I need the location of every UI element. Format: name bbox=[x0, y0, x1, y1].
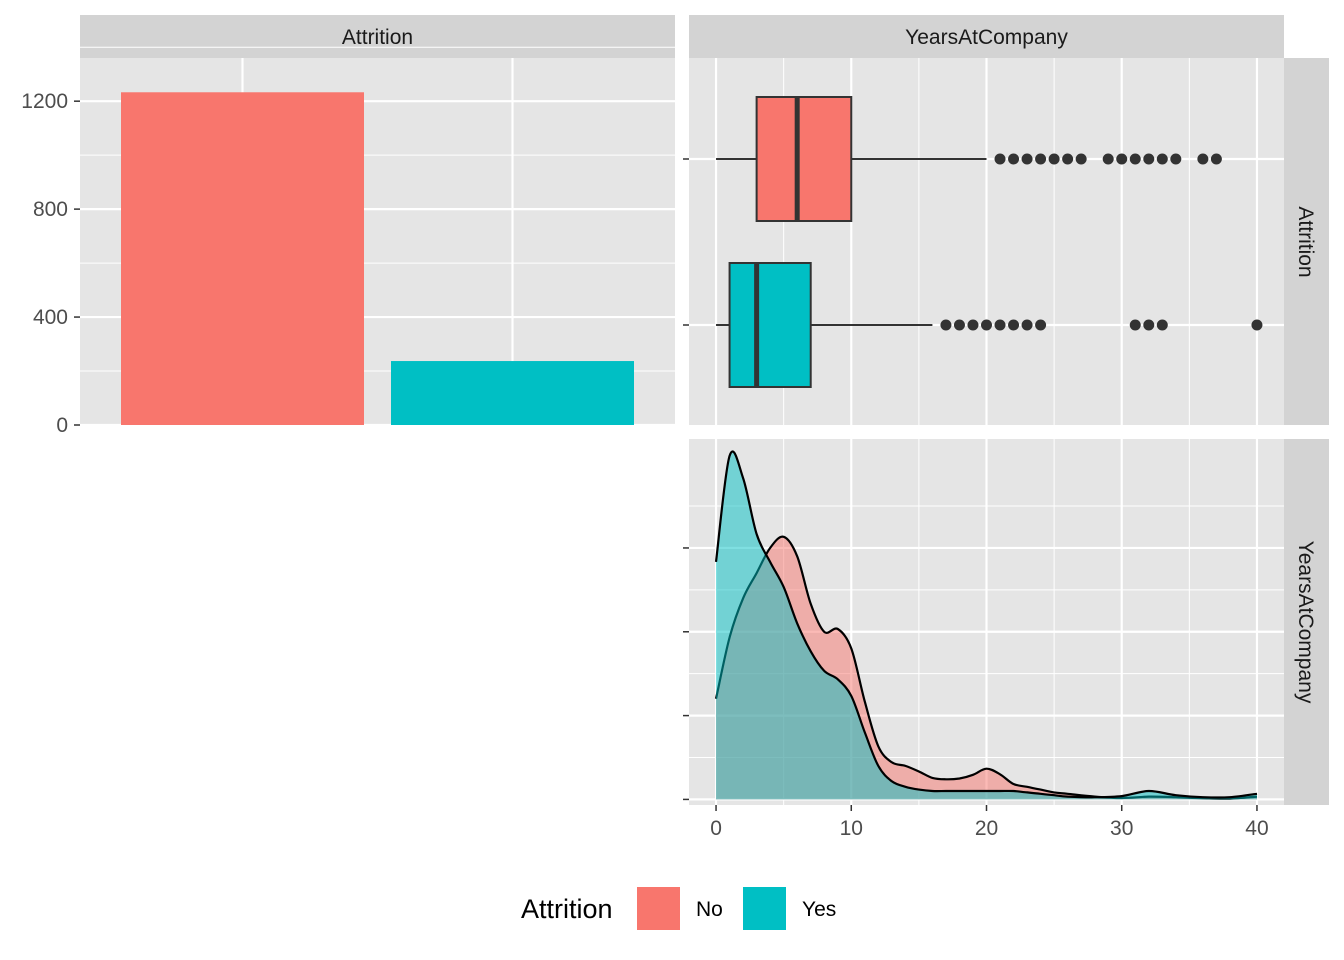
boxplot-outlier-yes bbox=[940, 319, 952, 331]
density-y-ticks bbox=[683, 547, 689, 801]
boxplot-outlier-yes bbox=[1008, 319, 1020, 331]
boxplot-outlier-yes bbox=[953, 319, 965, 331]
boxplot-outlier-yes bbox=[994, 319, 1006, 331]
boxplot-panel: YearsAtCompany Attrition bbox=[683, 15, 1329, 425]
bar-panel-strip-label: Attrition bbox=[342, 26, 413, 49]
boxplot-outlier-yes bbox=[981, 319, 992, 331]
boxplot-panel-strip bbox=[689, 15, 1284, 58]
boxplot-outlier-yes bbox=[1035, 319, 1047, 331]
density-row-strip bbox=[1284, 439, 1329, 805]
legend-key-no bbox=[637, 887, 680, 930]
boxplot-outlier-no bbox=[1008, 153, 1020, 165]
bar-y-tick-label: 400 bbox=[33, 306, 68, 329]
bar-marks bbox=[121, 92, 634, 425]
legend-title: Attrition bbox=[521, 894, 613, 924]
density-panel: YearsAtCompany 0 10 20 30 40 bbox=[683, 439, 1329, 840]
boxplot-row-strip-label: Attrition bbox=[1294, 206, 1317, 277]
boxplot-marks bbox=[716, 96, 1263, 388]
boxplot-outlier-no bbox=[1143, 153, 1155, 165]
boxplot-outlier-yes bbox=[1021, 319, 1033, 331]
legend-key-yes bbox=[743, 887, 786, 930]
density-x-tick-label: 40 bbox=[1245, 817, 1268, 840]
legend: Attrition No Yes bbox=[521, 887, 836, 930]
density-x-tick-label: 10 bbox=[840, 817, 863, 840]
density-line-yes bbox=[714, 450, 1258, 799]
boxplot-outlier-yes bbox=[1156, 319, 1168, 331]
boxplot-panel-strip-label: YearsAtCompany bbox=[905, 26, 1068, 49]
bar-no bbox=[121, 92, 364, 425]
density-area-yes bbox=[716, 451, 1257, 800]
boxplot-outlier-yes bbox=[1251, 319, 1263, 331]
bar-yes bbox=[391, 361, 634, 425]
density-row-strip-label: YearsAtCompany bbox=[1294, 541, 1317, 704]
density-x-tick-label: 0 bbox=[710, 817, 722, 840]
density-x-tick-label: 20 bbox=[975, 817, 998, 840]
boxplot-outlier-no bbox=[1048, 153, 1060, 165]
bar-y-tick-label: 800 bbox=[33, 198, 68, 221]
legend-label-yes: Yes bbox=[802, 898, 836, 921]
legend-label-no: No bbox=[696, 898, 723, 921]
boxplot-y-ticks bbox=[683, 158, 689, 326]
boxplot-box-yes bbox=[728, 262, 812, 388]
bar-y-tick-label: 0 bbox=[56, 414, 68, 437]
bar-y-axis: 0 400 800 1200 bbox=[21, 90, 80, 437]
bar-panel-strip bbox=[80, 15, 675, 58]
boxplot-box-no bbox=[755, 96, 853, 222]
boxplot-outlier-no bbox=[1156, 153, 1168, 165]
boxplot-outlier-yes bbox=[1129, 319, 1141, 331]
boxplot-outlier-no bbox=[1197, 153, 1209, 165]
boxplot-outlier-no bbox=[1021, 153, 1033, 165]
density-marks bbox=[714, 450, 1258, 800]
boxplot-outlier-no bbox=[1035, 153, 1047, 165]
boxplot-outlier-no bbox=[1116, 153, 1128, 165]
density-x-tick-label: 30 bbox=[1110, 817, 1133, 840]
boxplot-outlier-yes bbox=[1143, 319, 1155, 331]
density-x-axis: 0 10 20 30 40 bbox=[710, 805, 1269, 840]
boxplot-outlier-no bbox=[1129, 153, 1141, 165]
boxplot-outlier-no bbox=[1210, 153, 1222, 165]
boxplot-outlier-no bbox=[1170, 153, 1182, 165]
boxplot-outlier-yes bbox=[967, 319, 979, 331]
boxplot-outlier-no bbox=[1075, 153, 1087, 165]
bar-panel: Attrition 0 400 800 1200 bbox=[21, 15, 675, 437]
bar-y-tick-label: 1200 bbox=[21, 90, 68, 113]
boxplot-outlier-no bbox=[1062, 153, 1074, 165]
boxplot-row-strip bbox=[1284, 58, 1329, 425]
boxplot-outlier-no bbox=[1102, 153, 1114, 165]
boxplot-outlier-no bbox=[994, 153, 1006, 165]
